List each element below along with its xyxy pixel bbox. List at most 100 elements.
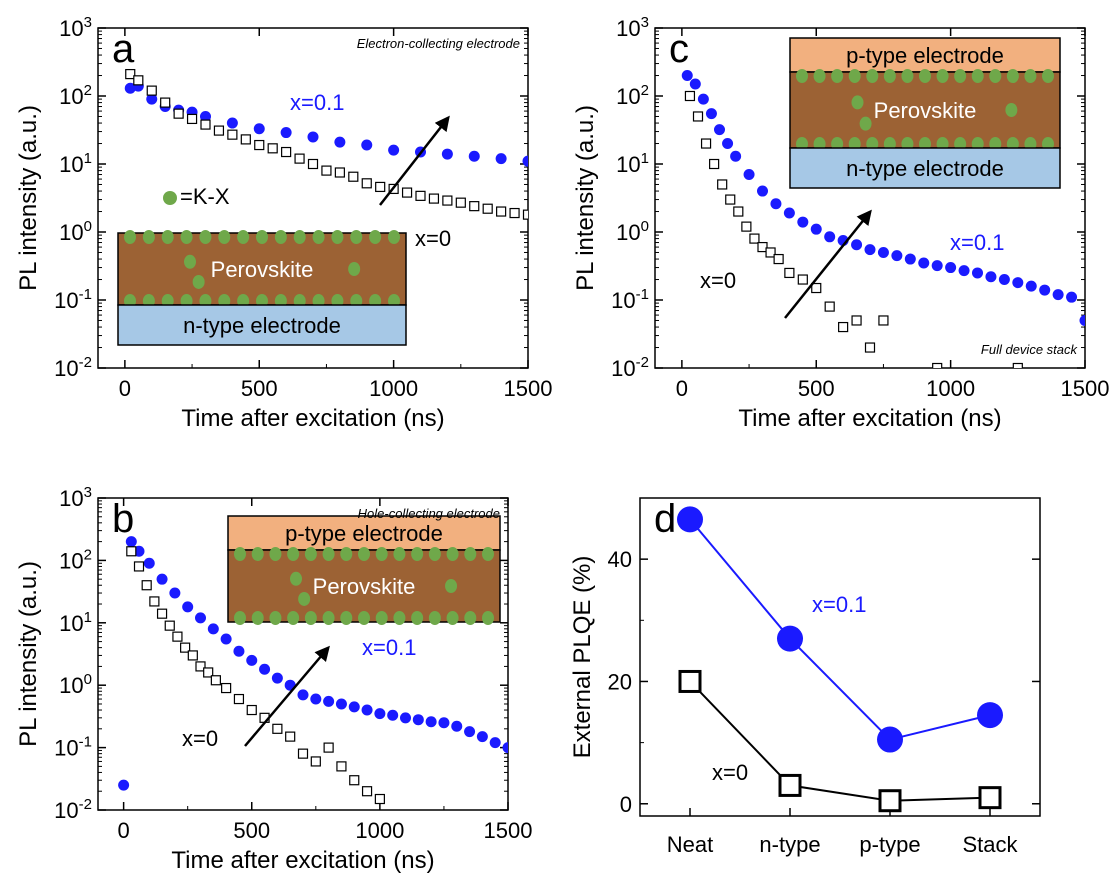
x-tick-label: 500 [241,376,278,401]
kx-dot [482,611,494,625]
data-point-x01 [374,708,386,720]
x-tick-label: 1000 [355,818,404,843]
kx-dot [831,69,844,83]
kx-dot [340,547,353,561]
electrode-layer [227,515,501,551]
data-point-x01 [388,144,400,156]
data-point-x01 [877,726,903,753]
data-point-x01 [125,536,137,548]
data-point-x01 [468,150,480,162]
data-point-x01 [220,633,232,645]
data-point-x0 [361,786,373,797]
data-point-x0 [297,748,309,759]
data-point-x0 [221,682,232,694]
data-point-x01 [323,695,335,707]
data-point-x01 [233,645,245,657]
x-axis-label: Time after excitation (ns) [171,847,434,874]
kx-dot [269,547,282,561]
kx-dot [883,69,896,83]
data-point-x0 [496,206,507,217]
kx-dot [411,611,424,625]
y-axis-label: PL intensity (a.u.) [572,105,599,291]
panel-letter: c [669,27,689,71]
data-point-x0 [172,631,183,642]
corner-note: Electron-collecting electrode [357,36,520,51]
data-point-x0 [187,650,198,661]
data-point-x01 [400,712,411,724]
panel-c: 10-2 10-1 100 101 102 103 0 500 1000 1500 Time aft… [572,14,1109,432]
data-point-x0 [233,693,245,705]
kx-dot [350,230,363,244]
data-point-x01 [464,726,476,738]
data-point-x01 [1052,289,1064,301]
kx-dot [954,69,967,83]
kx-dot [375,611,388,625]
data-point-x0 [180,642,191,653]
data-point-x0 [146,85,157,96]
data-point-x0 [195,661,206,672]
plot-frame [97,27,529,369]
data-point-x0 [741,221,752,232]
y-tick-label: 100 [59,671,92,698]
y-tick-label: 10-2 [54,796,92,823]
data-point-x0 [321,165,332,176]
data-point-x0 [173,108,184,119]
data-point-x01 [502,742,508,754]
data-point-x01 [864,244,876,256]
x-category-label: p-type [859,832,920,857]
data-point-x01 [1012,277,1024,289]
x-axis-label: Time after excitation (ns) [738,405,1001,432]
y-tick-label: 102 [616,82,649,109]
corner-note: Full device stack [981,342,1079,357]
data-point-x0 [186,113,198,125]
kx-dot [851,95,864,110]
data-point-x0 [272,723,283,734]
data-point-x0 [692,111,704,122]
data-point-x0 [932,362,943,368]
kx-dot [1042,69,1054,83]
data-point-x01 [271,672,283,684]
data-point-x01 [226,117,238,129]
kx-dot [919,69,931,83]
kx-dot [388,230,400,244]
perovskite-label: Perovskite [211,257,314,282]
data-point-x01 [441,148,453,160]
data-point-x01 [195,612,206,624]
data-point-x0 [717,179,728,190]
kx-dot [446,611,459,625]
x-tick-label: 0 [118,818,130,843]
data-point-x0 [757,241,768,253]
kx-dot [304,611,317,625]
data-point-x0 [878,315,889,326]
data-point-x0 [522,209,528,220]
panel-letter: a [112,27,135,71]
kx-dot [199,230,212,244]
data-point-x01 [200,110,211,122]
data-point-x0 [254,139,265,151]
data-point-x01 [714,124,725,136]
kx-dot [813,69,826,83]
kx-dot [234,611,246,625]
data-point-x01 [824,231,836,243]
plot-frame [639,497,1041,817]
series-label-x0: x=0 [182,726,218,751]
data-layer [124,68,528,220]
kx-dot [184,254,196,269]
data-point-x0 [334,167,345,178]
kx-dot [348,262,361,276]
series-label-x0: x=0 [700,268,736,293]
data-point-x01 [1039,284,1051,296]
kx-dot [290,571,302,586]
data-point-x0 [323,742,334,753]
kx-dot [971,69,984,83]
data-point-x01 [259,663,271,675]
data-point-x01 [998,274,1010,286]
data-point-x0 [210,675,221,686]
data-point-x01 [931,260,943,272]
data-point-x0 [349,775,360,786]
data-point-x01 [361,139,373,151]
data-point-x01 [280,127,292,139]
data-point-x01 [522,155,528,167]
kx-dot [866,69,879,83]
